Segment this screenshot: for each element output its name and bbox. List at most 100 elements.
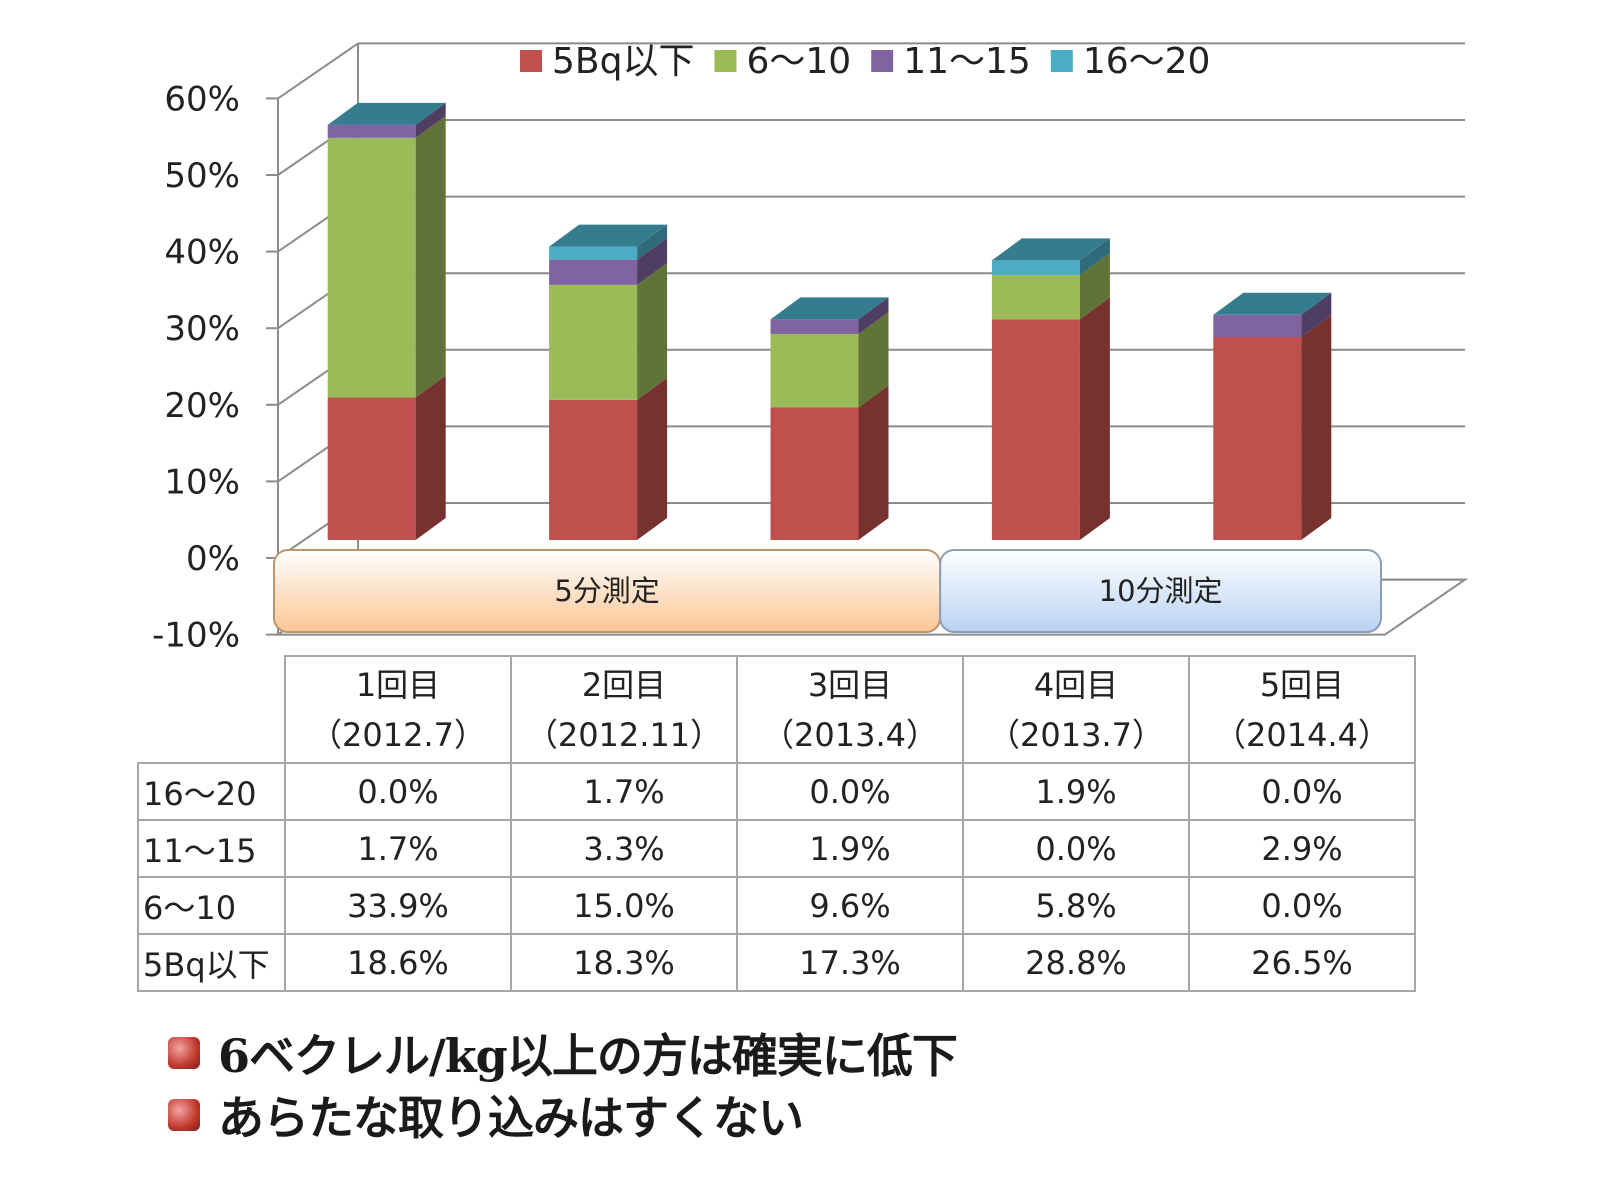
- table-cell: 9.6%: [736, 876, 964, 935]
- bar-segment: [770, 333, 859, 408]
- table-cell: 1.9%: [962, 762, 1190, 821]
- table-row: 16～20 0.0% 1.7% 0.0% 1.9% 0.0%: [137, 762, 1416, 821]
- bar-segment-side: [858, 311, 889, 408]
- bar-segment: [327, 124, 416, 138]
- band-label: 5分測定: [554, 574, 659, 608]
- band-label: 10分測定: [1099, 574, 1223, 608]
- category-bands: 5分測定 10分測定: [273, 549, 1382, 633]
- table-cell: 5.8%: [962, 876, 1190, 935]
- legend-swatch: [520, 50, 542, 72]
- bar-segment: [549, 399, 638, 540]
- col-head-line2: （2013.7）: [988, 715, 1164, 754]
- bar-segment: [549, 246, 638, 260]
- table-cell: 28.8%: [962, 933, 1190, 992]
- bar-segment: [327, 137, 416, 398]
- bar-segment: [1213, 337, 1302, 540]
- bar-segment-side: [1079, 252, 1110, 320]
- table-header-row: 1回目 （2012.7） 2回目 （2012.11） 3回目 （2013.4） 4回目…: [138, 655, 1416, 764]
- col-head-line2: （2012.7）: [310, 715, 486, 754]
- bar-top: [549, 224, 668, 247]
- data-table: 1回目 （2012.7） 2回目 （2012.11） 3回目 （2013.4） 4回目…: [137, 655, 1416, 992]
- col-head-line1: 1回目: [355, 665, 441, 704]
- legend-label: 6～10: [746, 41, 851, 82]
- bar-segment-side: [637, 224, 668, 260]
- bar-top: [770, 297, 889, 320]
- legend: 5Bq以下 6～10 11～15 16～20: [520, 41, 1210, 82]
- bars: [327, 102, 1332, 540]
- bar-segment-side: [415, 375, 446, 540]
- bar-segment: [991, 319, 1080, 540]
- table-cell: 0.0%: [1188, 762, 1416, 821]
- y-axis-ticks: -10% 0% 10% 20% 30% 40% 50% 60%: [152, 79, 240, 655]
- bar-segment: [991, 274, 1080, 320]
- bar-segment: [770, 319, 859, 334]
- table-row: 6～10 33.9% 15.0% 9.6% 5.8% 0.0%: [137, 876, 1416, 935]
- y-tick-label: 20%: [164, 386, 240, 426]
- bar-top: [991, 238, 1110, 261]
- note-item: 6ベクレル/kg以上の方は確実に低下: [168, 1022, 958, 1084]
- table-cell: 0.0%: [962, 819, 1190, 878]
- row-label: 6～10: [137, 876, 286, 935]
- bar-segment: [327, 397, 416, 540]
- bar-segment-side: [415, 115, 446, 398]
- bar-top: [327, 102, 446, 125]
- row-label: 16～20: [137, 762, 286, 821]
- y-tick-label: 40%: [164, 233, 240, 273]
- bar-top: [1213, 292, 1332, 315]
- table-cell: 0.0%: [284, 762, 512, 821]
- legend-swatch: [1050, 50, 1073, 72]
- y-tick-label: 0%: [186, 539, 240, 579]
- note-text: 6ベクレル/kg以上の方は確実に低下: [218, 1029, 958, 1083]
- bar-segment-side: [858, 297, 889, 334]
- y-tick-label: -10%: [152, 616, 240, 656]
- legend-label: 11～15: [903, 41, 1031, 82]
- table-cell: 0.0%: [736, 762, 964, 821]
- bar-segment-side: [1301, 292, 1332, 338]
- table-cell: 18.3%: [510, 933, 738, 992]
- row-label: 11～15: [137, 819, 286, 878]
- bar-segment: [549, 284, 638, 400]
- y-tick-label: 60%: [164, 79, 240, 119]
- col-head-line1: 2回目: [581, 665, 667, 704]
- bar-segment-side: [1079, 297, 1110, 540]
- bar-segment-side: [858, 385, 889, 540]
- col-head-line1: 3回目: [807, 665, 893, 704]
- table-col-head: 1回目 （2012.7）: [284, 655, 512, 764]
- table-cell: 17.3%: [736, 933, 964, 992]
- row-label: 5Bq以下: [137, 933, 286, 992]
- y-tick-label: 50%: [164, 156, 240, 196]
- col-head-line1: 5回目: [1259, 665, 1345, 704]
- legend-label: 16～20: [1083, 41, 1211, 82]
- table-cell: 1.7%: [510, 762, 738, 821]
- table-cell: 1.9%: [736, 819, 964, 878]
- table-cell: 3.3%: [510, 819, 738, 878]
- col-head-line2: （2013.4）: [762, 715, 938, 754]
- table-cell: 33.9%: [284, 876, 512, 935]
- note-item: あらたな取り込みはすくない: [168, 1084, 957, 1146]
- table-corner: [138, 656, 286, 764]
- bar-segment-side: [637, 377, 668, 540]
- y-tick-label: 10%: [164, 462, 240, 502]
- col-head-line2: （2014.4）: [1214, 715, 1390, 754]
- y-tick-label: 30%: [164, 309, 240, 349]
- legend-swatch: [871, 50, 894, 72]
- col-head-line2: （2012.11）: [525, 715, 723, 754]
- flower-bullet-icon: [168, 1099, 200, 1131]
- col-head-line1: 4回目: [1033, 665, 1119, 704]
- bar-segment-side: [637, 262, 668, 400]
- table-row: 11～15 1.7% 3.3% 1.9% 0.0% 2.9%: [137, 819, 1416, 878]
- table-cell: 15.0%: [510, 876, 738, 935]
- table-cell: 18.6%: [284, 933, 512, 992]
- table-col-head: 4回目 （2013.7）: [962, 655, 1190, 764]
- legend-label: 5Bq以下: [552, 41, 694, 82]
- bar-segment: [549, 259, 638, 285]
- table-cell: 26.5%: [1188, 933, 1416, 992]
- table-col-head: 3回目 （2013.4）: [736, 655, 964, 764]
- bar-segment: [770, 407, 859, 540]
- bar-segment: [1213, 314, 1302, 338]
- table-cell: 1.7%: [284, 819, 512, 878]
- legend-swatch: [714, 50, 737, 72]
- table-cell: 0.0%: [1188, 876, 1416, 935]
- bar-segment-side: [1301, 315, 1332, 540]
